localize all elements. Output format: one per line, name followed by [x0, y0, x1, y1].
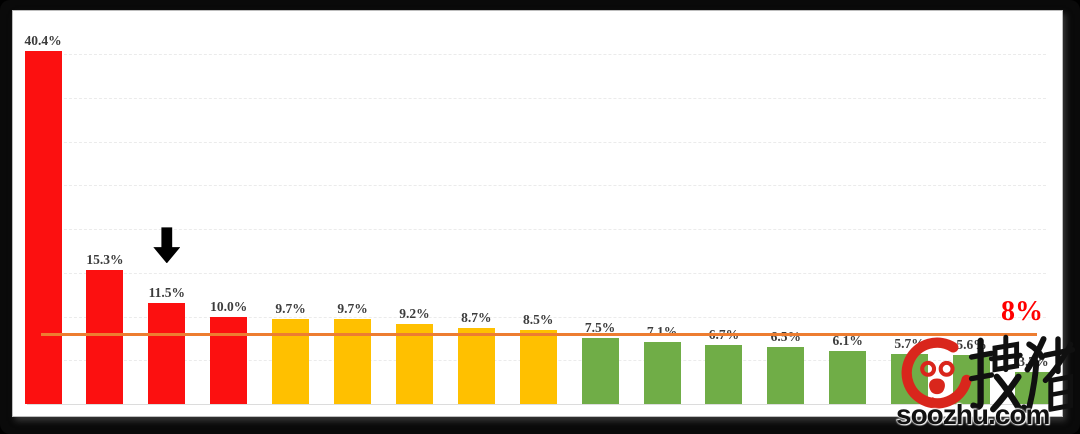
gridline-35pct [29, 97, 1046, 99]
bar-value-label-6: 9.7% [337, 301, 368, 317]
bar-chart-plot-area: 40.4% 15.3% 11.5% 10.0% 9.7% 9.7% 9.2% 8.7% 8.5%… [13, 11, 1062, 416]
threshold-8pct-line [41, 333, 1037, 336]
bar-value-label-1: 40.4% [24, 32, 62, 48]
bar-3 [148, 303, 186, 404]
bar-9 [519, 329, 557, 404]
bar-5 [272, 319, 310, 404]
gridline-30pct [29, 141, 1046, 143]
bar-16 [953, 355, 990, 404]
bar-value-label-14: 6.1% [832, 332, 863, 348]
bar-value-label-7: 9.2% [399, 305, 430, 321]
bar-14 [829, 350, 867, 404]
bar-15 [891, 354, 929, 404]
bar-12 [705, 345, 743, 404]
bar-value-label-17: 3.7% [1018, 353, 1049, 369]
bar-1 [24, 50, 62, 404]
bar-10 [581, 338, 619, 404]
bar-value-label-4: 10.0% [210, 298, 248, 314]
bar-value-label-8: 8.7% [461, 309, 492, 325]
gridline-40pct [29, 54, 1046, 55]
gridline-20pct [29, 229, 1046, 230]
bar-value-label-13: 6.5% [770, 329, 801, 345]
bar-value-label-11: 7.1% [646, 323, 678, 339]
gridline-15pct [29, 272, 1046, 274]
bar-value-label-15: 5.7% [894, 336, 925, 352]
bar-value-label-16: 5.6% [956, 337, 987, 352]
bar-17 [1014, 371, 1052, 404]
bar-value-label-5: 9.7% [275, 301, 306, 317]
bar-value-label-2: 15.3% [86, 252, 124, 268]
bar-value-label-9: 8.5% [523, 311, 554, 327]
bar-value-label-3: 11.5% [148, 285, 185, 301]
bar-4 [210, 316, 248, 404]
bar-value-label-10: 7.5% [584, 320, 616, 336]
bar-2 [86, 270, 124, 404]
threshold-8pct-label: 8% [1001, 296, 1043, 327]
annotation-down-arrow-icon [153, 227, 181, 264]
bar-7 [395, 323, 433, 404]
bar-13 [767, 347, 805, 404]
bar-11 [643, 341, 681, 404]
chart-panel: 40.4% 15.3% 11.5% 10.0% 9.7% 9.7% 9.2% 8.7% 8.5%… [12, 10, 1063, 417]
bar-6 [334, 319, 371, 404]
gridline-10pct [29, 316, 1046, 318]
gridline-25pct [29, 185, 1046, 187]
bar-8 [457, 327, 495, 404]
x-axis-baseline [27, 404, 1048, 405]
